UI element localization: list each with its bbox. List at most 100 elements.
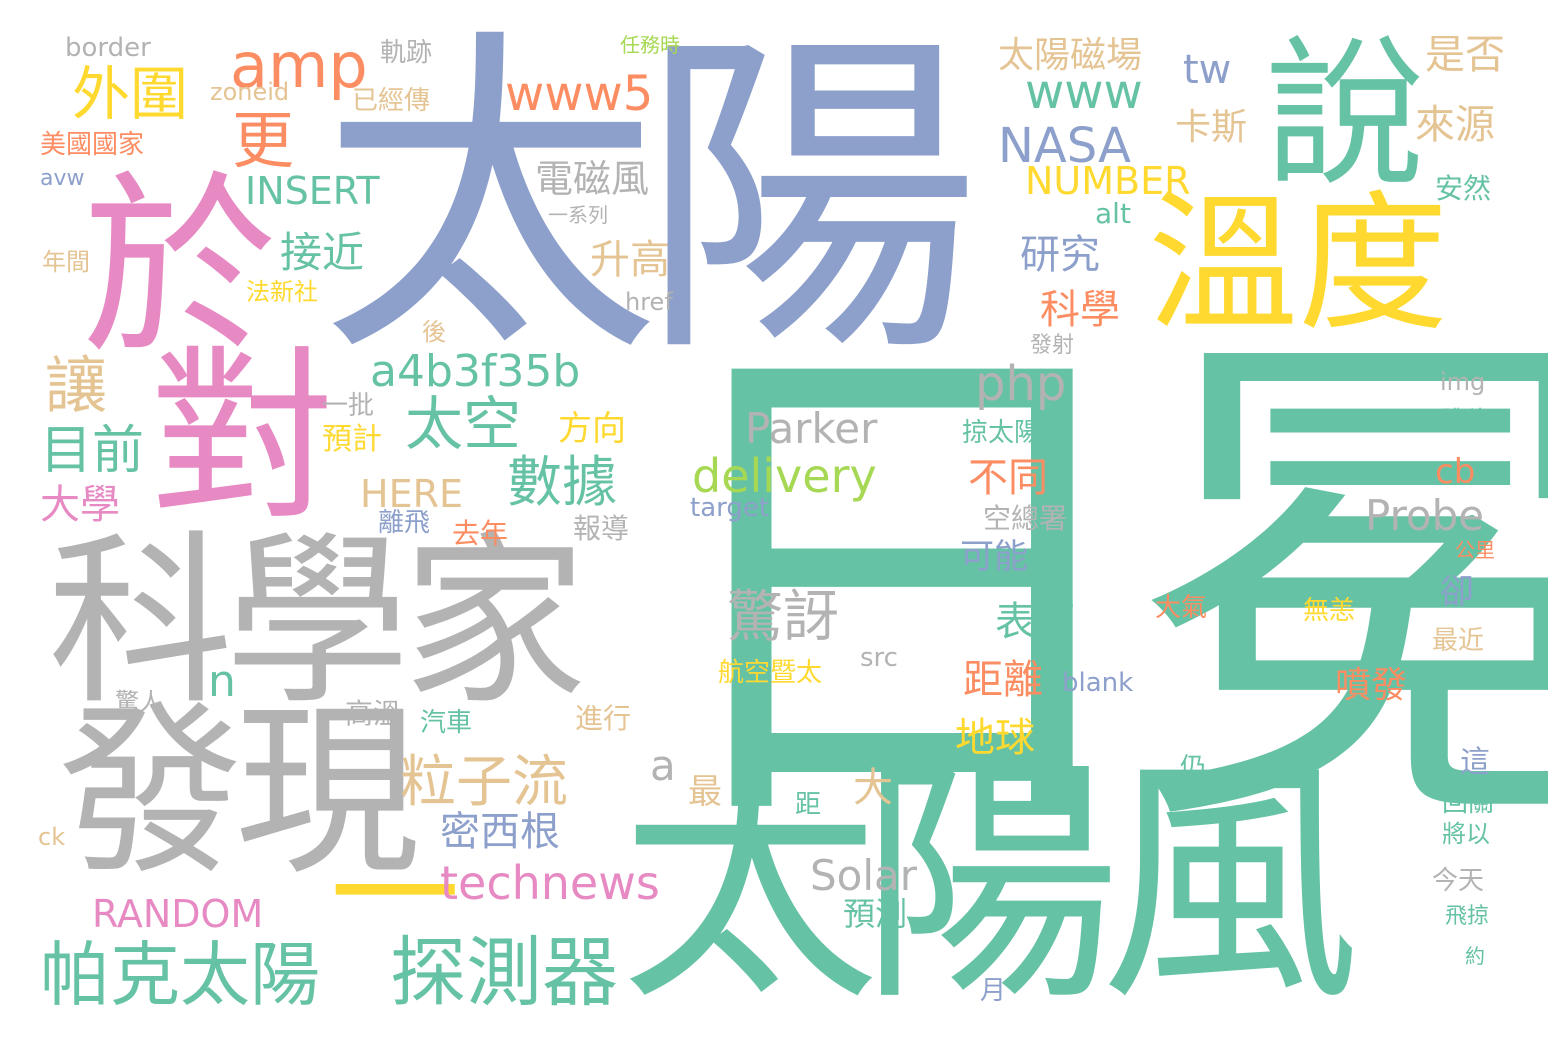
word-feilve: 飛掠 (1445, 904, 1490, 929)
word-faxinshe: 法新社 (246, 278, 318, 306)
word-lvetaiyang: 掠太陽 (962, 418, 1041, 448)
word-jingya: 驚訝 (727, 585, 839, 650)
word-ck: ck (38, 823, 66, 851)
word-pakeetaiyang: 帕克太陽 (40, 934, 320, 1016)
word-que: 卻 (1440, 572, 1474, 612)
word-src: src (860, 643, 898, 673)
word-yipi: 一批 (322, 391, 375, 421)
word-gaowen: 高溫 (345, 697, 402, 730)
word-gongli: 公里 (1455, 538, 1495, 562)
word-border: border (65, 33, 151, 63)
word-laiyuan: 來源 (1415, 102, 1495, 148)
word-kexue: 科學 (1040, 287, 1120, 333)
word-dianci: 電磁風 (535, 157, 650, 201)
word-reng: 仍 (1180, 753, 1207, 783)
word-rang: 讓 (45, 349, 108, 422)
word-wendu: 溫度 (1148, 178, 1449, 352)
word-a: a (650, 741, 676, 790)
word-lifei: 離飛 (378, 508, 431, 538)
word-dui: 對 (150, 329, 335, 545)
word-meiguoguojia: 美國國家 (40, 130, 145, 160)
word-fangxiang: 方向 (558, 409, 626, 449)
word-zui: 最 (688, 772, 722, 812)
word-kongzongshu: 空總署 (983, 502, 1068, 535)
word-yuji: 預計 (322, 422, 382, 457)
word-kasi: 卡斯 (1175, 107, 1248, 148)
word-alt: alt (1095, 197, 1131, 230)
word-guiji: 軌跡 (380, 38, 433, 68)
word-yu: 於 (82, 154, 277, 381)
word-yuce: 預測 (843, 895, 908, 933)
word-hou: 後 (422, 318, 446, 346)
word-yanjiu: 研究 (1020, 232, 1100, 278)
word-avw: avw (40, 166, 85, 191)
word-a4b3f35b: a4b3f35b (370, 346, 581, 397)
word-zoneid: zoneid (210, 78, 290, 106)
word-butong: 不同 (968, 455, 1048, 501)
word-fashe: 發射 (1030, 333, 1075, 358)
word-solar: Solar (810, 851, 918, 900)
word-taiyangcichang: 太陽磁場 (998, 35, 1143, 76)
word-yixilie: 一系列 (548, 203, 608, 227)
word-parker: Parker (745, 404, 878, 453)
word-nianjian: 年間 (42, 248, 90, 276)
word-jinxing: 進行 (575, 702, 632, 735)
word-waiwei: 外圍 (72, 60, 189, 128)
word-keneng: 可能 (960, 537, 1028, 577)
word-geng: 更 (232, 104, 295, 177)
word-juli: 距離 (963, 657, 1043, 703)
word-yue: 月 (980, 976, 1007, 1006)
word-nasa: NASA (998, 118, 1131, 174)
word-ju: 距 (795, 790, 822, 820)
word-technews: technews (440, 856, 660, 910)
word-kexuejia: 科學家 (48, 514, 587, 730)
word-lizhiliu: 粒子流 (400, 750, 568, 815)
word-tanceqi: 探測器 (390, 928, 618, 1017)
word-faxian: 發現 (58, 684, 420, 900)
word-taikong: 太空 (405, 390, 522, 458)
word-wuyang: 無恙 (1303, 596, 1356, 626)
word-penfa: 噴發 (1335, 665, 1408, 706)
word-da: 大 (853, 765, 893, 811)
word-www: www (1025, 64, 1143, 120)
word-cb: cb (1435, 452, 1476, 492)
word-biaomian: 表面 (995, 599, 1075, 645)
word-daxue: 大學 (40, 482, 120, 528)
word-taiyangfeng: 太陽風 (620, 734, 1360, 1036)
word-www5: www5 (505, 66, 654, 122)
word-rimian: 日冕 (640, 287, 1548, 893)
word-daqi: 大氣 (1155, 593, 1208, 623)
word-muqian: 目前 (40, 421, 145, 481)
word-qiche: 汽車 (420, 708, 473, 738)
word-yi: 一 (330, 819, 461, 971)
word-huiguan: 回關 (1442, 788, 1495, 818)
word-hangkong: 航空暨太 (718, 658, 823, 688)
word-jiejin: 接近 (280, 228, 365, 277)
word-here: HERE (360, 472, 463, 516)
word-zhe: 這 (1460, 745, 1490, 780)
word-n: n (208, 656, 236, 707)
word-delivery: delivery (692, 449, 877, 503)
word-diqiu: 地球 (955, 715, 1035, 761)
word-amp: amp (230, 29, 368, 102)
word-jingren: 驚人 (115, 688, 163, 716)
word-yue2: 約 (1465, 944, 1485, 968)
word-renwushi: 任務時 (620, 33, 680, 57)
word-baodao: 報導 (573, 512, 630, 545)
word-insert: INSERT (245, 169, 380, 213)
word-shenggao: 升高 (590, 237, 670, 283)
word-jiangyi: 將以 (1442, 820, 1490, 848)
word-shuo: 說 (1265, 21, 1426, 208)
word-shuju: 數據 (507, 450, 618, 514)
word-zuijin: 最近 (1432, 626, 1485, 656)
word-anran: 安然 (1435, 172, 1492, 205)
word-taiyang: 太陽 (320, 2, 980, 398)
word-tw: tw (1183, 47, 1232, 93)
word-blank: blank (1062, 668, 1134, 698)
word-probe: Probe (1365, 491, 1485, 540)
word-tiji: 體積 (1440, 406, 1488, 434)
word-mixigen: 密西根 (440, 809, 560, 855)
word-href: href (625, 288, 673, 316)
word-qunian: 去年 (452, 517, 509, 550)
